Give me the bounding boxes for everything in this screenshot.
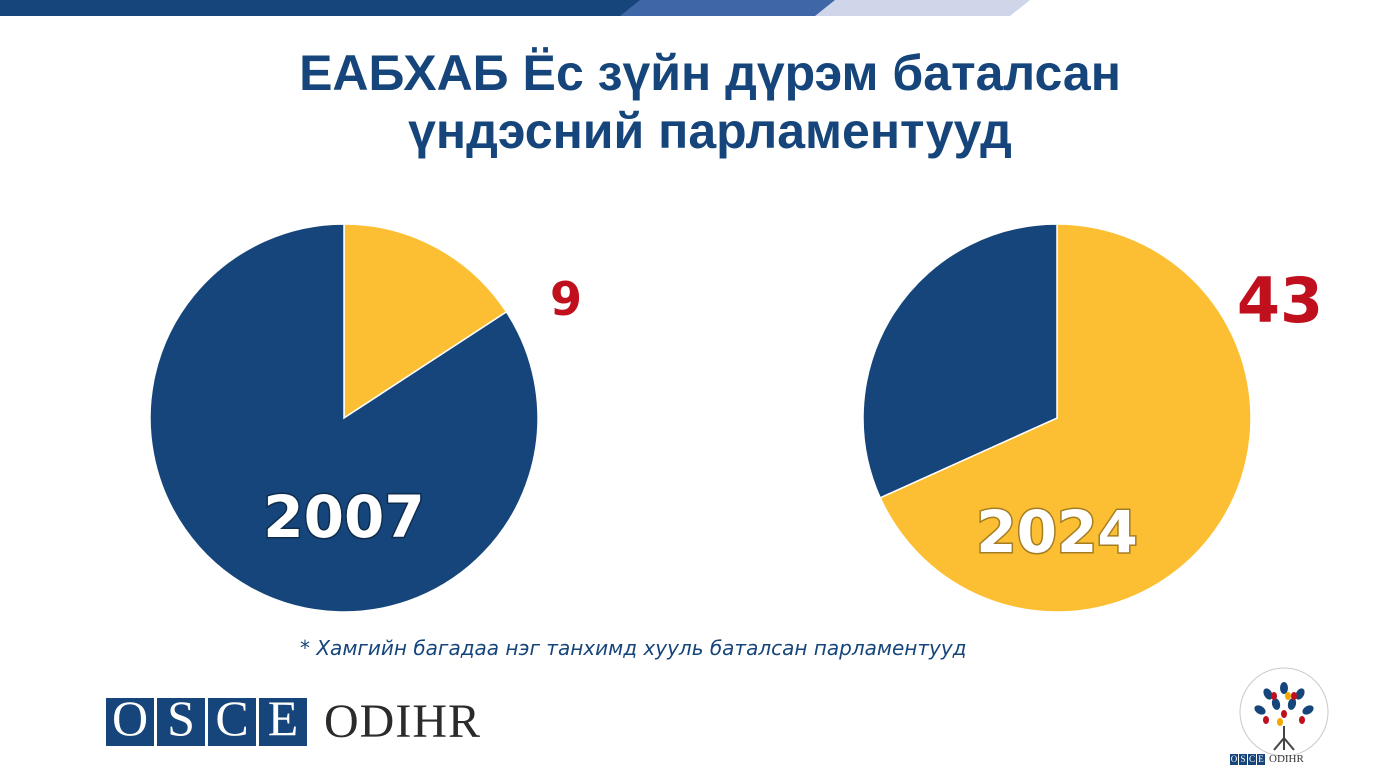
pie-slice-2007-0 xyxy=(343,223,508,420)
pie-chart-2024: 2024 43 xyxy=(862,223,1323,613)
osce-letter-o: O xyxy=(106,693,154,746)
mini-osce-letter-e: E xyxy=(1257,753,1265,765)
osce-letter-s: S xyxy=(157,693,205,746)
footnote: * Хамгийн багадаа нэг танхимд хууль бата… xyxy=(300,636,967,660)
slide-title-line2: үндэсний парламентууд xyxy=(408,103,1012,159)
pie-slice-value-label-2007: 9 xyxy=(550,272,582,326)
mini-osce-letter-c: C xyxy=(1248,753,1256,765)
odihr-text: ODIHR xyxy=(324,695,481,748)
slide-title: ЕАБХАБ Ёс зүйн дүрэм баталсан үндэсний п… xyxy=(0,44,1377,160)
pie-center-label-2024: 2024 xyxy=(976,498,1137,566)
pie-slice-value-label-2024: 43 xyxy=(1237,264,1323,337)
pie-slice-2007-1 xyxy=(149,223,539,613)
osce-odihr-logo: O S C E ODIHR xyxy=(106,693,481,748)
top-decorative-bar xyxy=(0,0,1377,16)
mini-osce-letter-s: S xyxy=(1239,753,1247,765)
osce-letter-e: E xyxy=(259,693,307,746)
slide-title-line1: ЕАБХАБ Ёс зүйн дүрэм баталсан xyxy=(299,45,1121,101)
small-osce-odihr-logo: O S C E ODIHR xyxy=(1230,752,1304,766)
mini-odihr-text: ODIHR xyxy=(1269,753,1304,765)
pie-slice-2024-1 xyxy=(862,223,1058,499)
mini-osce-letter-o: O xyxy=(1230,753,1238,765)
pie-slice-2024-0 xyxy=(879,223,1252,613)
pie-center-label-2007: 2007 xyxy=(263,483,424,551)
osce-letter-c: C xyxy=(208,693,256,746)
pie-chart-2007: 2007 9 xyxy=(149,223,582,613)
odihr-tree-emblem-icon xyxy=(1239,667,1329,757)
